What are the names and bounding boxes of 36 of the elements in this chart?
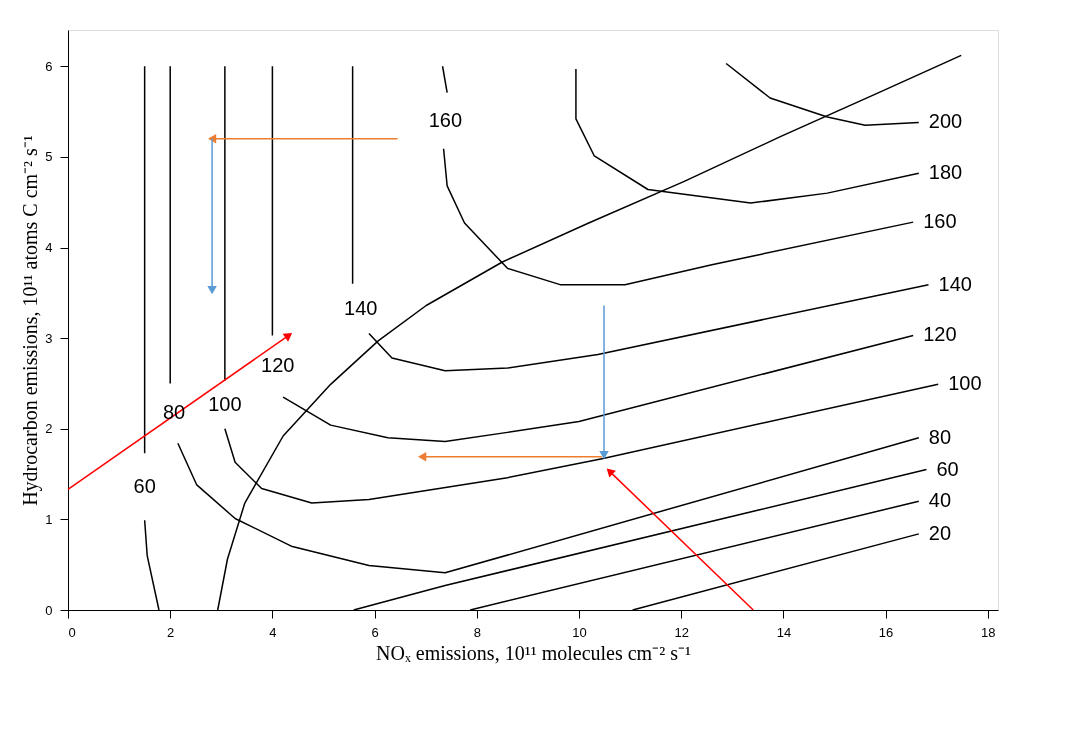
x-tick-label: 16 [878,624,894,640]
y-tick-label: 1 [45,511,53,527]
series-label: 200 [928,110,963,133]
y-tick-label: 2 [45,421,53,437]
line-series [725,62,920,126]
y-axis-title: Hydrocarbon emissions, 10¹¹ atoms C cm⁻² s⁻¹ [19,135,43,506]
text: 100 [208,392,242,415]
text: 120 [261,354,295,377]
series-label: 100 [948,372,982,395]
y-tick-label: 0 [45,602,53,618]
series-label: 140 [938,272,972,295]
series-label: 180 [928,161,963,184]
series-label: 80 [928,425,952,448]
series-label: 120 [923,323,957,346]
x-axis-title: NOₓ emissions, 10¹¹ molecules cm⁻² s⁻¹ [376,641,691,664]
text: 140 [344,296,378,319]
x-tick-label: 14 [776,624,792,640]
y-tick-label: 6 [45,58,53,74]
x-tick-label: 18 [981,624,996,640]
series-label: 60 [133,474,156,497]
x-tick-label: 6 [371,624,379,640]
series-label: 20 [928,521,952,544]
y-tick-label: 4 [45,240,53,255]
y-tick-label: 3 [45,330,53,346]
y-tick-label: 5 [45,149,53,165]
text: 160 [428,108,463,131]
x-tick-label: 10 [572,624,587,640]
series-label: 40 [928,489,952,512]
x-tick-label: 2 [167,624,175,640]
series-label: 160 [923,210,957,233]
series-label: 60 [936,457,959,480]
x-tick-label: 8 [473,624,481,640]
x-tick-label: 12 [674,624,689,640]
line-series [575,68,920,204]
x-tick-label: 4 [269,624,277,640]
x-tick-label: 0 [68,624,76,640]
